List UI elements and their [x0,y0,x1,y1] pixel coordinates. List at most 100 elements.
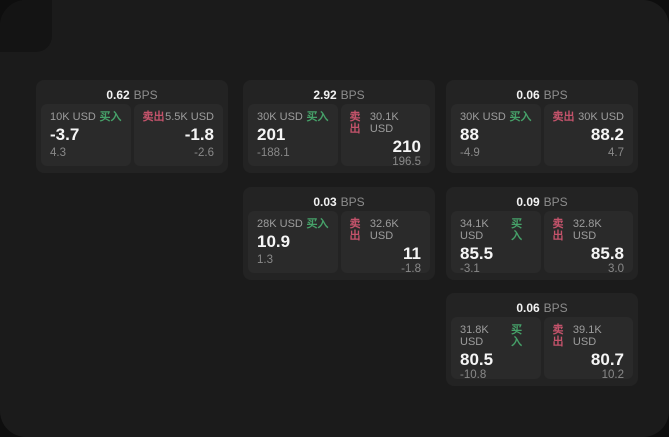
buy-amount: 30K USD [257,111,303,123]
quote-card: 2.92 BPS 30K USD 买入 201 -188.1 卖出 30.1K … [243,80,435,173]
sell-side-label: 卖出 [552,324,564,348]
buy-side-label: 买入 [511,218,523,242]
buy-price: 80.5 [460,350,494,369]
bps-label: BPS [543,300,568,315]
sell-panel[interactable]: 卖出 30K USD 88.2 4.7 [543,104,633,166]
sell-delta: 3.0 [608,263,624,275]
sell-panel[interactable]: 卖出 5.5K USD -1.8 -2.6 [133,104,223,166]
buy-delta: -10.8 [460,369,487,381]
buy-panel-top: 10K USD 买入 [50,111,122,123]
sell-amount: 32.6K USD [369,218,399,242]
quote-panels: 31.8K USD 买入 80.5 -10.8 卖出 39.1K USD 80.… [451,317,633,381]
quote-panels: 28K USD 买入 10.9 1.3 卖出 32.6K USD 11 -1.8 [248,211,430,275]
spread-header: 0.09 BPS [451,192,633,211]
buy-amount: 31.8K USD [460,324,489,348]
buy-price: 10.9 [257,232,291,251]
bps-label: BPS [340,194,365,209]
buy-side-label: 买入 [511,324,523,348]
sell-price: 88.2 [590,125,624,144]
buy-side-label: 买入 [306,218,329,230]
bps-label: BPS [543,87,568,102]
sell-side-label: 卖出 [349,111,361,135]
sell-price: 85.8 [590,244,624,263]
quote-panels: 34.1K USD 买入 85.5 -3.1 卖出 32.8K USD 85.8… [451,211,633,275]
sell-panel[interactable]: 卖出 32.8K USD 85.8 3.0 [543,211,633,275]
sell-price: 80.7 [590,350,624,369]
buy-price: 88 [460,125,479,144]
buy-panel-top: 28K USD 买入 [257,218,329,230]
buy-delta: -4.9 [460,147,480,159]
sell-amount: 39.1K USD [572,324,602,348]
spread-header: 2.92 BPS [248,85,430,104]
buy-amount: 28K USD [257,218,303,230]
buy-panel[interactable]: 10K USD 买入 -3.7 4.3 [41,104,131,166]
sell-panel[interactable]: 卖出 39.1K USD 80.7 10.2 [543,317,633,381]
sell-panel-top: 卖出 30K USD [553,111,625,123]
spread-header: 0.06 BPS [451,85,633,104]
quote-card: 0.03 BPS 28K USD 买入 10.9 1.3 卖出 32.6K US… [243,187,435,280]
sell-delta: -1.8 [401,263,421,275]
sell-price: -1.8 [184,125,214,144]
spread-value: 2.92 [313,87,337,102]
bps-label: BPS [133,87,158,102]
quote-card: 0.06 BPS 31.8K USD 买入 80.5 -10.8 卖出 39.1… [446,293,638,386]
buy-amount: 30K USD [460,111,506,123]
spread-header: 0.03 BPS [248,192,430,211]
sell-panel-top: 卖出 32.8K USD [553,218,625,242]
sell-panel-top: 卖出 30.1K USD [350,111,422,135]
sell-side-label: 卖出 [349,218,361,242]
sell-panel-top: 卖出 5.5K USD [143,111,215,123]
buy-panel[interactable]: 28K USD 买入 10.9 1.3 [248,211,338,273]
spread-value: 0.62 [106,87,130,102]
sell-amount: 32.8K USD [572,218,602,242]
window-corner-tile [0,0,52,52]
quote-card: 0.06 BPS 30K USD 买入 88 -4.9 卖出 30K USD 8… [446,80,638,173]
buy-delta: 4.3 [50,147,66,159]
sell-side-label: 卖出 [552,218,564,242]
buy-panel[interactable]: 34.1K USD 买入 85.5 -3.1 [451,211,541,275]
buy-side-label: 买入 [99,111,122,123]
buy-delta: -3.1 [460,263,480,275]
buy-amount: 10K USD [50,111,96,123]
buy-panel[interactable]: 31.8K USD 买入 80.5 -10.8 [451,317,541,381]
quote-panels: 30K USD 买入 88 -4.9 卖出 30K USD 88.2 4.7 [451,104,633,166]
bps-label: BPS [340,87,365,102]
sell-side-label: 卖出 [142,111,165,123]
spread-value: 0.06 [516,300,540,315]
quote-panels: 10K USD 买入 -3.7 4.3 卖出 5.5K USD -1.8 -2.… [41,104,223,166]
buy-panel-top: 31.8K USD 买入 [460,324,532,348]
quote-card: 0.62 BPS 10K USD 买入 -3.7 4.3 卖出 5.5K USD… [36,80,228,173]
sell-amount: 30.1K USD [369,111,399,135]
sell-price: 210 [392,137,421,156]
spread-value: 0.06 [516,87,540,102]
sell-side-label: 卖出 [552,111,575,123]
buy-delta: 1.3 [257,254,273,266]
quote-card: 0.09 BPS 34.1K USD 买入 85.5 -3.1 卖出 32.8K… [446,187,638,280]
spread-value: 0.03 [313,194,337,209]
spread-value: 0.09 [516,194,540,209]
buy-side-label: 买入 [306,111,329,123]
buy-amount: 34.1K USD [460,218,489,242]
buy-price: -3.7 [50,125,80,144]
sell-amount: 30K USD [578,111,624,123]
buy-panel-top: 30K USD 买入 [460,111,532,123]
buy-panel[interactable]: 30K USD 买入 201 -188.1 [248,104,338,166]
spread-header: 0.06 BPS [451,298,633,317]
sell-amount: 5.5K USD [165,111,214,123]
quote-panels: 30K USD 买入 201 -188.1 卖出 30.1K USD 210 1… [248,104,430,168]
sell-delta: 196.5 [392,156,421,168]
buy-panel-top: 30K USD 买入 [257,111,329,123]
sell-panel[interactable]: 卖出 32.6K USD 11 -1.8 [340,211,430,275]
bps-label: BPS [543,194,568,209]
spread-header: 0.62 BPS [41,85,223,104]
buy-side-label: 买入 [509,111,532,123]
buy-delta: -188.1 [257,147,290,159]
buy-panel[interactable]: 30K USD 买入 88 -4.9 [451,104,541,166]
sell-delta: -2.6 [194,147,214,159]
buy-price: 85.5 [460,244,494,263]
sell-panel-top: 卖出 39.1K USD [553,324,625,348]
sell-panel[interactable]: 卖出 30.1K USD 210 196.5 [340,104,430,168]
buy-panel-top: 34.1K USD 买入 [460,218,532,242]
sell-panel-top: 卖出 32.6K USD [350,218,422,242]
